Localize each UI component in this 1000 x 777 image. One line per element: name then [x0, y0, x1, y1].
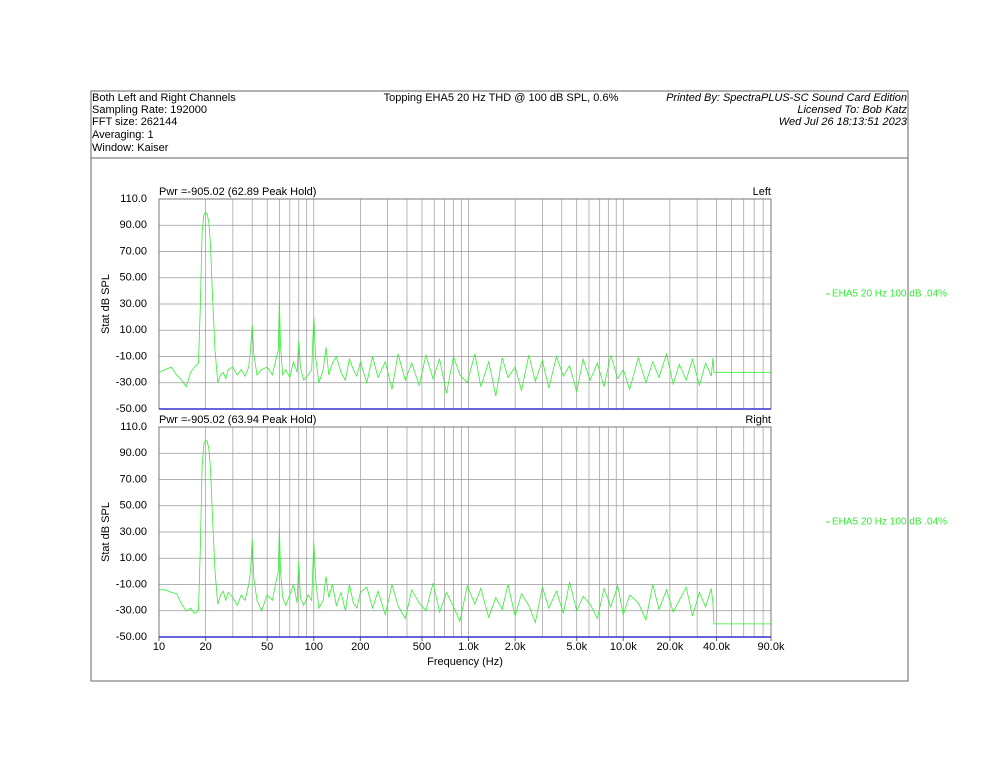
x-tick-label: 10: [153, 641, 165, 653]
y-tick-label: 70.00: [119, 473, 147, 485]
y-tick-label: -30.00: [116, 377, 147, 389]
x-tick-label: 100: [305, 641, 323, 653]
y-tick-label: 50.00: [119, 500, 147, 512]
x-tick-label: 10.0k: [610, 641, 637, 653]
x-tick-label: 50: [261, 641, 273, 653]
header-print: Wed Jul 26 18:13:51 2023: [779, 116, 908, 128]
spectrum-line: [159, 439, 771, 625]
y-tick-label: -50.00: [116, 631, 147, 643]
y-tick-label: 110.0: [120, 421, 147, 433]
x-tick-label: 200: [351, 641, 369, 653]
power-label: Pwr =-905.02 (63.94 Peak Hold): [159, 414, 316, 426]
y-tick-label: 10.00: [119, 324, 147, 336]
x-tick-label: 90.0k: [758, 641, 785, 653]
y-tick-label: 90.00: [119, 447, 147, 459]
x-tick-label: 1.0k: [458, 641, 479, 653]
x-tick-label: 20: [199, 641, 211, 653]
y-axis-label: Stat dB SPL: [100, 274, 112, 334]
y-tick-label: 70.00: [119, 245, 147, 257]
y-tick-label: -50.00: [116, 403, 147, 415]
legend-label: EHA5 20 Hz 100 dB .04%: [832, 289, 947, 300]
y-tick-label: 30.00: [119, 298, 147, 310]
y-tick-label: -30.00: [116, 605, 147, 617]
plot-frame: [158, 198, 772, 409]
header-info: Both Left and Right Channels: [92, 92, 236, 104]
y-tick-label: 50.00: [119, 272, 147, 284]
plot-frame: [158, 426, 772, 637]
y-tick-label: -10.00: [116, 578, 147, 590]
header-info: Averaging: 1: [92, 129, 154, 141]
outer-frame: [90, 90, 909, 682]
header-print: Licensed To: Bob Katz: [797, 104, 907, 116]
y-tick-label: -10.00: [116, 350, 147, 362]
x-tick-label: 20.0k: [656, 641, 683, 653]
legend-label: EHA5 20 Hz 100 dB .04%: [832, 517, 947, 528]
y-tick-label: 30.00: [119, 526, 147, 538]
channel-label: Right: [745, 414, 771, 426]
header-info: FFT size: 262144: [92, 116, 177, 128]
x-tick-label: 500: [413, 641, 431, 653]
header-info: Window: Kaiser: [92, 142, 169, 154]
x-tick-label: 5.0k: [566, 641, 587, 653]
y-tick-label: 90.00: [119, 219, 147, 231]
power-label: Pwr =-905.02 (62.89 Peak Hold): [159, 186, 316, 198]
header-info: Sampling Rate: 192000: [92, 104, 207, 116]
y-axis-label: Stat dB SPL: [100, 502, 112, 562]
x-tick-label: 40.0k: [703, 641, 730, 653]
report-title: Topping EHA5 20 Hz THD @ 100 dB SPL, 0.6…: [384, 92, 619, 104]
spectrum-line: [158, 211, 771, 396]
channel-label: Left: [753, 186, 771, 198]
x-axis-label: Frequency (Hz): [427, 656, 503, 668]
header-print: Printed By: SpectraPLUS-SC Sound Card Ed…: [666, 92, 907, 104]
x-tick-label: 2.0k: [505, 641, 526, 653]
y-tick-label: 110.0: [120, 193, 147, 205]
y-tick-label: 10.00: [119, 552, 147, 564]
